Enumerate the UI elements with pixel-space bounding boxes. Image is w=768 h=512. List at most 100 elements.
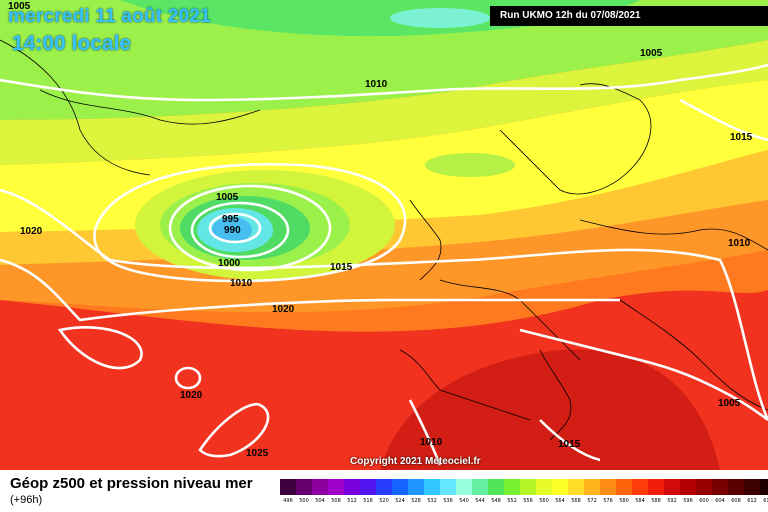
color-scale-swatch [328,479,344,495]
color-scale-tick: 512 [347,498,357,504]
color-scale-tick: 596 [683,498,693,504]
color-scale-swatch [280,479,296,495]
isobars [0,63,768,466]
pressure-label: 1025 [246,448,269,459]
pressure-label: 1005 [718,398,741,409]
legend-subtitle: (+96h) [10,494,43,506]
coastlines [0,39,768,441]
color-scale-swatch [312,479,328,495]
color-scale-swatch [632,479,648,495]
color-scale-swatch [296,479,312,495]
copyright-text: Copyright 2021 Meteociel.fr [350,456,481,467]
color-scale-tick: 556 [523,498,533,504]
pressure-label: 1005 [216,192,239,203]
color-scale-tick: 560 [539,498,549,504]
pressure-label: 1020 [272,304,295,315]
color-scale-swatch [552,479,568,495]
color-scale-swatch [712,479,728,495]
band-light-green-north [0,0,768,120]
color-scale-swatch [424,479,440,495]
color-scale-tick: 564 [555,498,565,504]
color-scale-swatch [664,479,680,495]
low-blue-center [212,217,252,243]
pressure-label: 1010 [365,79,388,90]
pressure-label: 995 [222,214,239,225]
pressure-label: 1015 [730,132,753,143]
color-scale-swatch [760,479,768,495]
color-scale-tick: 528 [411,498,421,504]
band-green-patch [425,153,515,177]
color-scale-swatch [520,479,536,495]
forecast-map: 1005 1010 1005 1015 1005 995 990 1000 10… [0,0,768,470]
band-cyan-north [390,8,490,28]
color-scale-tick: 608 [731,498,741,504]
pressure-labels: 1005 1010 1005 1015 1005 995 990 1000 10… [8,1,753,459]
pressure-label: 990 [224,225,241,236]
color-scale-tick: 500 [299,498,309,504]
color-scale-swatch [440,479,456,495]
color-scale-tick: 568 [571,498,581,504]
color-scale-swatch [504,479,520,495]
color-scale-tick: 588 [651,498,661,504]
color-scale-swatch [584,479,600,495]
pressure-label: 1020 [20,226,43,237]
color-scale-tick: 532 [427,498,437,504]
color-scale-tick: 616 [763,498,768,504]
pressure-label: 1015 [330,262,353,273]
color-scale-swatch [488,479,504,495]
pressure-label: 1005 [8,1,31,12]
color-scale-tick: 600 [699,498,709,504]
legend-title: Géop z500 et pression niveau mer [10,475,253,492]
color-scale-swatch [536,479,552,495]
legend-footer: Géop z500 et pression niveau mer (+96h) … [0,470,768,512]
color-scale-tick: 576 [603,498,613,504]
color-scale-swatch [472,479,488,495]
forecast-date-title: mercredi 11 août 2021 [8,6,211,27]
color-scale-swatch [600,479,616,495]
color-scale-tick: 496 [283,498,293,504]
color-scale-tick: 516 [363,498,373,504]
color-scale [280,479,768,495]
band-dark-red-med [380,349,720,470]
color-scale-ticks: 496 500 504 508 512 516 520 524 528 532 536 540 544 5… [280,498,768,504]
color-scale-tick: 552 [507,498,517,504]
color-scale-swatch [456,479,472,495]
pressure-label: 1000 [218,258,241,269]
color-scale-swatch [616,479,632,495]
color-scale-swatch [392,479,408,495]
color-scale-tick: 540 [459,498,469,504]
color-scale-swatch [344,479,360,495]
color-scale-swatch [696,479,712,495]
color-scale-tick: 508 [331,498,341,504]
pressure-label: 1020 [180,390,203,401]
color-scale-tick: 612 [747,498,757,504]
color-scale-swatch [680,479,696,495]
color-scale-tick: 524 [395,498,405,504]
color-scale-tick: 592 [667,498,677,504]
pressure-label: 1010 [420,437,443,448]
run-info-badge: Run UKMO 12h du 07/08/2021 [490,6,768,26]
color-scale-tick: 548 [491,498,501,504]
color-scale-tick: 584 [635,498,645,504]
color-scale-tick: 536 [443,498,453,504]
color-scale-tick: 580 [619,498,629,504]
band-orange [0,200,768,313]
band-yellow-green [0,40,768,165]
forecast-time-title: 14:00 locale [12,32,132,55]
color-scale-swatch [360,479,376,495]
pressure-label: 1010 [728,238,751,249]
pressure-label: 1010 [230,278,253,289]
pressure-label: 1015 [558,439,581,450]
color-scale-tick: 544 [475,498,485,504]
color-scale-swatch [408,479,424,495]
color-scale-swatch [728,479,744,495]
color-scale-tick: 520 [379,498,389,504]
color-scale-swatch [648,479,664,495]
color-scale-tick: 604 [715,498,725,504]
pressure-label: 1005 [640,48,663,59]
color-scale-swatch [568,479,584,495]
color-scale-tick: 572 [587,498,597,504]
color-scale-swatch [744,479,760,495]
color-scale-tick: 504 [315,498,325,504]
color-scale-swatch [376,479,392,495]
